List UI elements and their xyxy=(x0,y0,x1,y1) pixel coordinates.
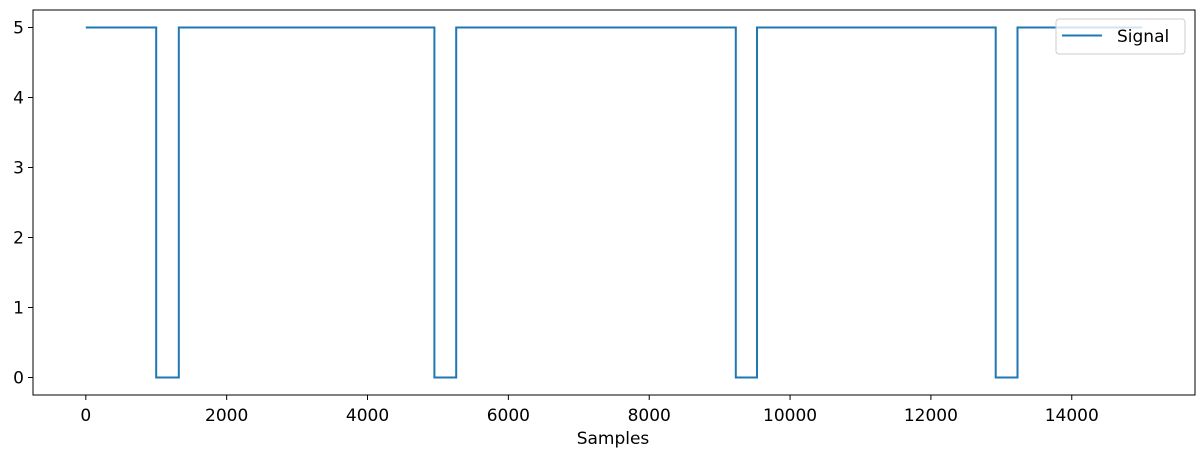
y-tick-label: 2 xyxy=(13,229,24,249)
x-axis-label: Samples xyxy=(577,429,650,449)
series-layer xyxy=(85,26,1143,379)
y-axis: 0 1 2 3 4 5 xyxy=(13,19,33,389)
axes-frame xyxy=(32,9,1196,396)
x-tick-label: 12000 xyxy=(904,406,958,426)
x-tick-label: 6000 xyxy=(487,406,530,426)
x-tick-label: 2000 xyxy=(205,406,248,426)
x-tick-label: 10000 xyxy=(763,406,817,426)
y-tick-label: 1 xyxy=(13,299,24,319)
y-tick-label: 3 xyxy=(13,159,24,179)
legend-box xyxy=(1055,18,1186,55)
y-tick-label: 0 xyxy=(13,369,24,389)
x-tick-label: 4000 xyxy=(346,406,389,426)
legend-label: Signal xyxy=(1117,27,1169,47)
series-line-signal xyxy=(85,26,1143,379)
x-axis: 0 2000 4000 6000 8000 10000 12000 14000 xyxy=(80,395,1099,426)
legend: Signal xyxy=(1055,18,1186,55)
x-tick-label: 14000 xyxy=(1045,406,1099,426)
y-tick-label: 5 xyxy=(13,19,24,39)
x-tick-label: 0 xyxy=(80,406,91,426)
y-tick-label: 4 xyxy=(13,89,24,109)
x-tick-label: 8000 xyxy=(628,406,671,426)
